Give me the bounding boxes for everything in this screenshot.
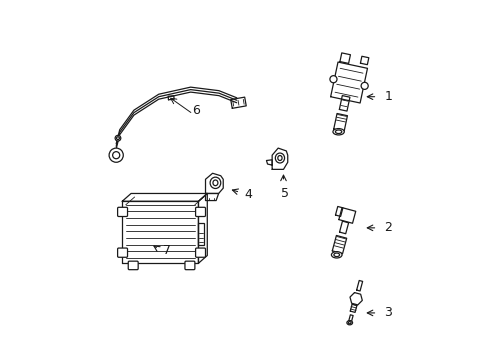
- Ellipse shape: [331, 252, 342, 258]
- Polygon shape: [360, 56, 368, 65]
- Polygon shape: [333, 113, 347, 131]
- Ellipse shape: [187, 263, 192, 267]
- FancyBboxPatch shape: [195, 207, 205, 216]
- Text: 4: 4: [244, 188, 252, 201]
- Ellipse shape: [109, 148, 123, 162]
- FancyBboxPatch shape: [118, 207, 127, 216]
- Polygon shape: [339, 221, 348, 234]
- Ellipse shape: [198, 251, 202, 255]
- Polygon shape: [198, 193, 207, 263]
- FancyBboxPatch shape: [195, 248, 205, 257]
- Text: 2: 2: [384, 221, 391, 234]
- Ellipse shape: [335, 130, 341, 134]
- Polygon shape: [339, 53, 350, 63]
- Polygon shape: [122, 201, 198, 263]
- Ellipse shape: [210, 177, 220, 189]
- Text: 1: 1: [384, 90, 391, 103]
- Text: 6: 6: [191, 104, 199, 117]
- Ellipse shape: [120, 210, 124, 214]
- Polygon shape: [338, 208, 355, 223]
- FancyBboxPatch shape: [184, 261, 195, 270]
- Polygon shape: [349, 293, 362, 305]
- Ellipse shape: [131, 263, 135, 267]
- Polygon shape: [266, 160, 272, 165]
- Ellipse shape: [346, 320, 352, 325]
- Ellipse shape: [115, 135, 121, 141]
- Polygon shape: [272, 148, 287, 169]
- FancyBboxPatch shape: [118, 248, 127, 257]
- Ellipse shape: [347, 321, 350, 324]
- Ellipse shape: [277, 156, 282, 161]
- FancyBboxPatch shape: [128, 261, 138, 270]
- Polygon shape: [122, 193, 207, 201]
- Polygon shape: [205, 173, 223, 193]
- Ellipse shape: [212, 180, 218, 186]
- Ellipse shape: [329, 76, 336, 83]
- Polygon shape: [230, 97, 246, 108]
- Ellipse shape: [120, 251, 124, 255]
- Ellipse shape: [116, 137, 119, 140]
- Ellipse shape: [333, 253, 339, 257]
- Polygon shape: [168, 96, 174, 100]
- Text: 3: 3: [384, 306, 391, 319]
- Polygon shape: [349, 304, 356, 312]
- Polygon shape: [356, 280, 362, 291]
- Ellipse shape: [275, 153, 284, 163]
- Text: 7: 7: [163, 244, 171, 257]
- Bar: [197, 223, 203, 245]
- Ellipse shape: [360, 82, 367, 89]
- Polygon shape: [335, 207, 342, 216]
- Polygon shape: [330, 62, 366, 103]
- Text: 5: 5: [281, 187, 289, 200]
- Polygon shape: [332, 235, 346, 254]
- Polygon shape: [205, 193, 218, 201]
- Polygon shape: [339, 96, 349, 111]
- Polygon shape: [348, 315, 352, 322]
- Ellipse shape: [332, 129, 344, 135]
- Ellipse shape: [112, 152, 120, 159]
- Ellipse shape: [198, 210, 202, 214]
